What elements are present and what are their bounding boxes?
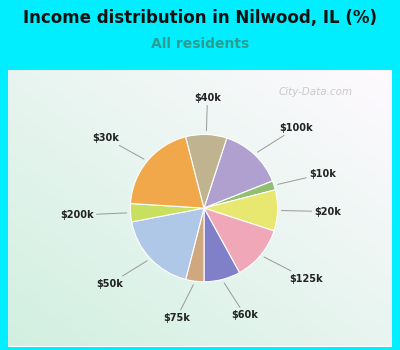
Text: $100k: $100k	[258, 122, 313, 152]
Text: $75k: $75k	[163, 285, 193, 323]
Text: $30k: $30k	[92, 133, 144, 159]
Text: $10k: $10k	[278, 169, 336, 184]
Wedge shape	[204, 181, 275, 208]
Text: All residents: All residents	[151, 37, 249, 51]
Wedge shape	[186, 208, 204, 282]
Wedge shape	[204, 208, 240, 282]
Text: City-Data.com: City-Data.com	[278, 87, 352, 97]
Text: $40k: $40k	[194, 93, 221, 131]
Wedge shape	[130, 137, 204, 208]
Wedge shape	[204, 208, 274, 273]
Text: $60k: $60k	[224, 283, 258, 320]
Text: $200k: $200k	[60, 210, 127, 220]
Text: Income distribution in Nilwood, IL (%): Income distribution in Nilwood, IL (%)	[23, 9, 377, 27]
Wedge shape	[204, 190, 278, 231]
Text: $20k: $20k	[282, 206, 341, 217]
Text: $50k: $50k	[96, 261, 147, 289]
Wedge shape	[130, 203, 204, 222]
Text: $125k: $125k	[264, 257, 323, 284]
Wedge shape	[132, 208, 204, 279]
Wedge shape	[186, 134, 227, 208]
Wedge shape	[204, 138, 272, 208]
